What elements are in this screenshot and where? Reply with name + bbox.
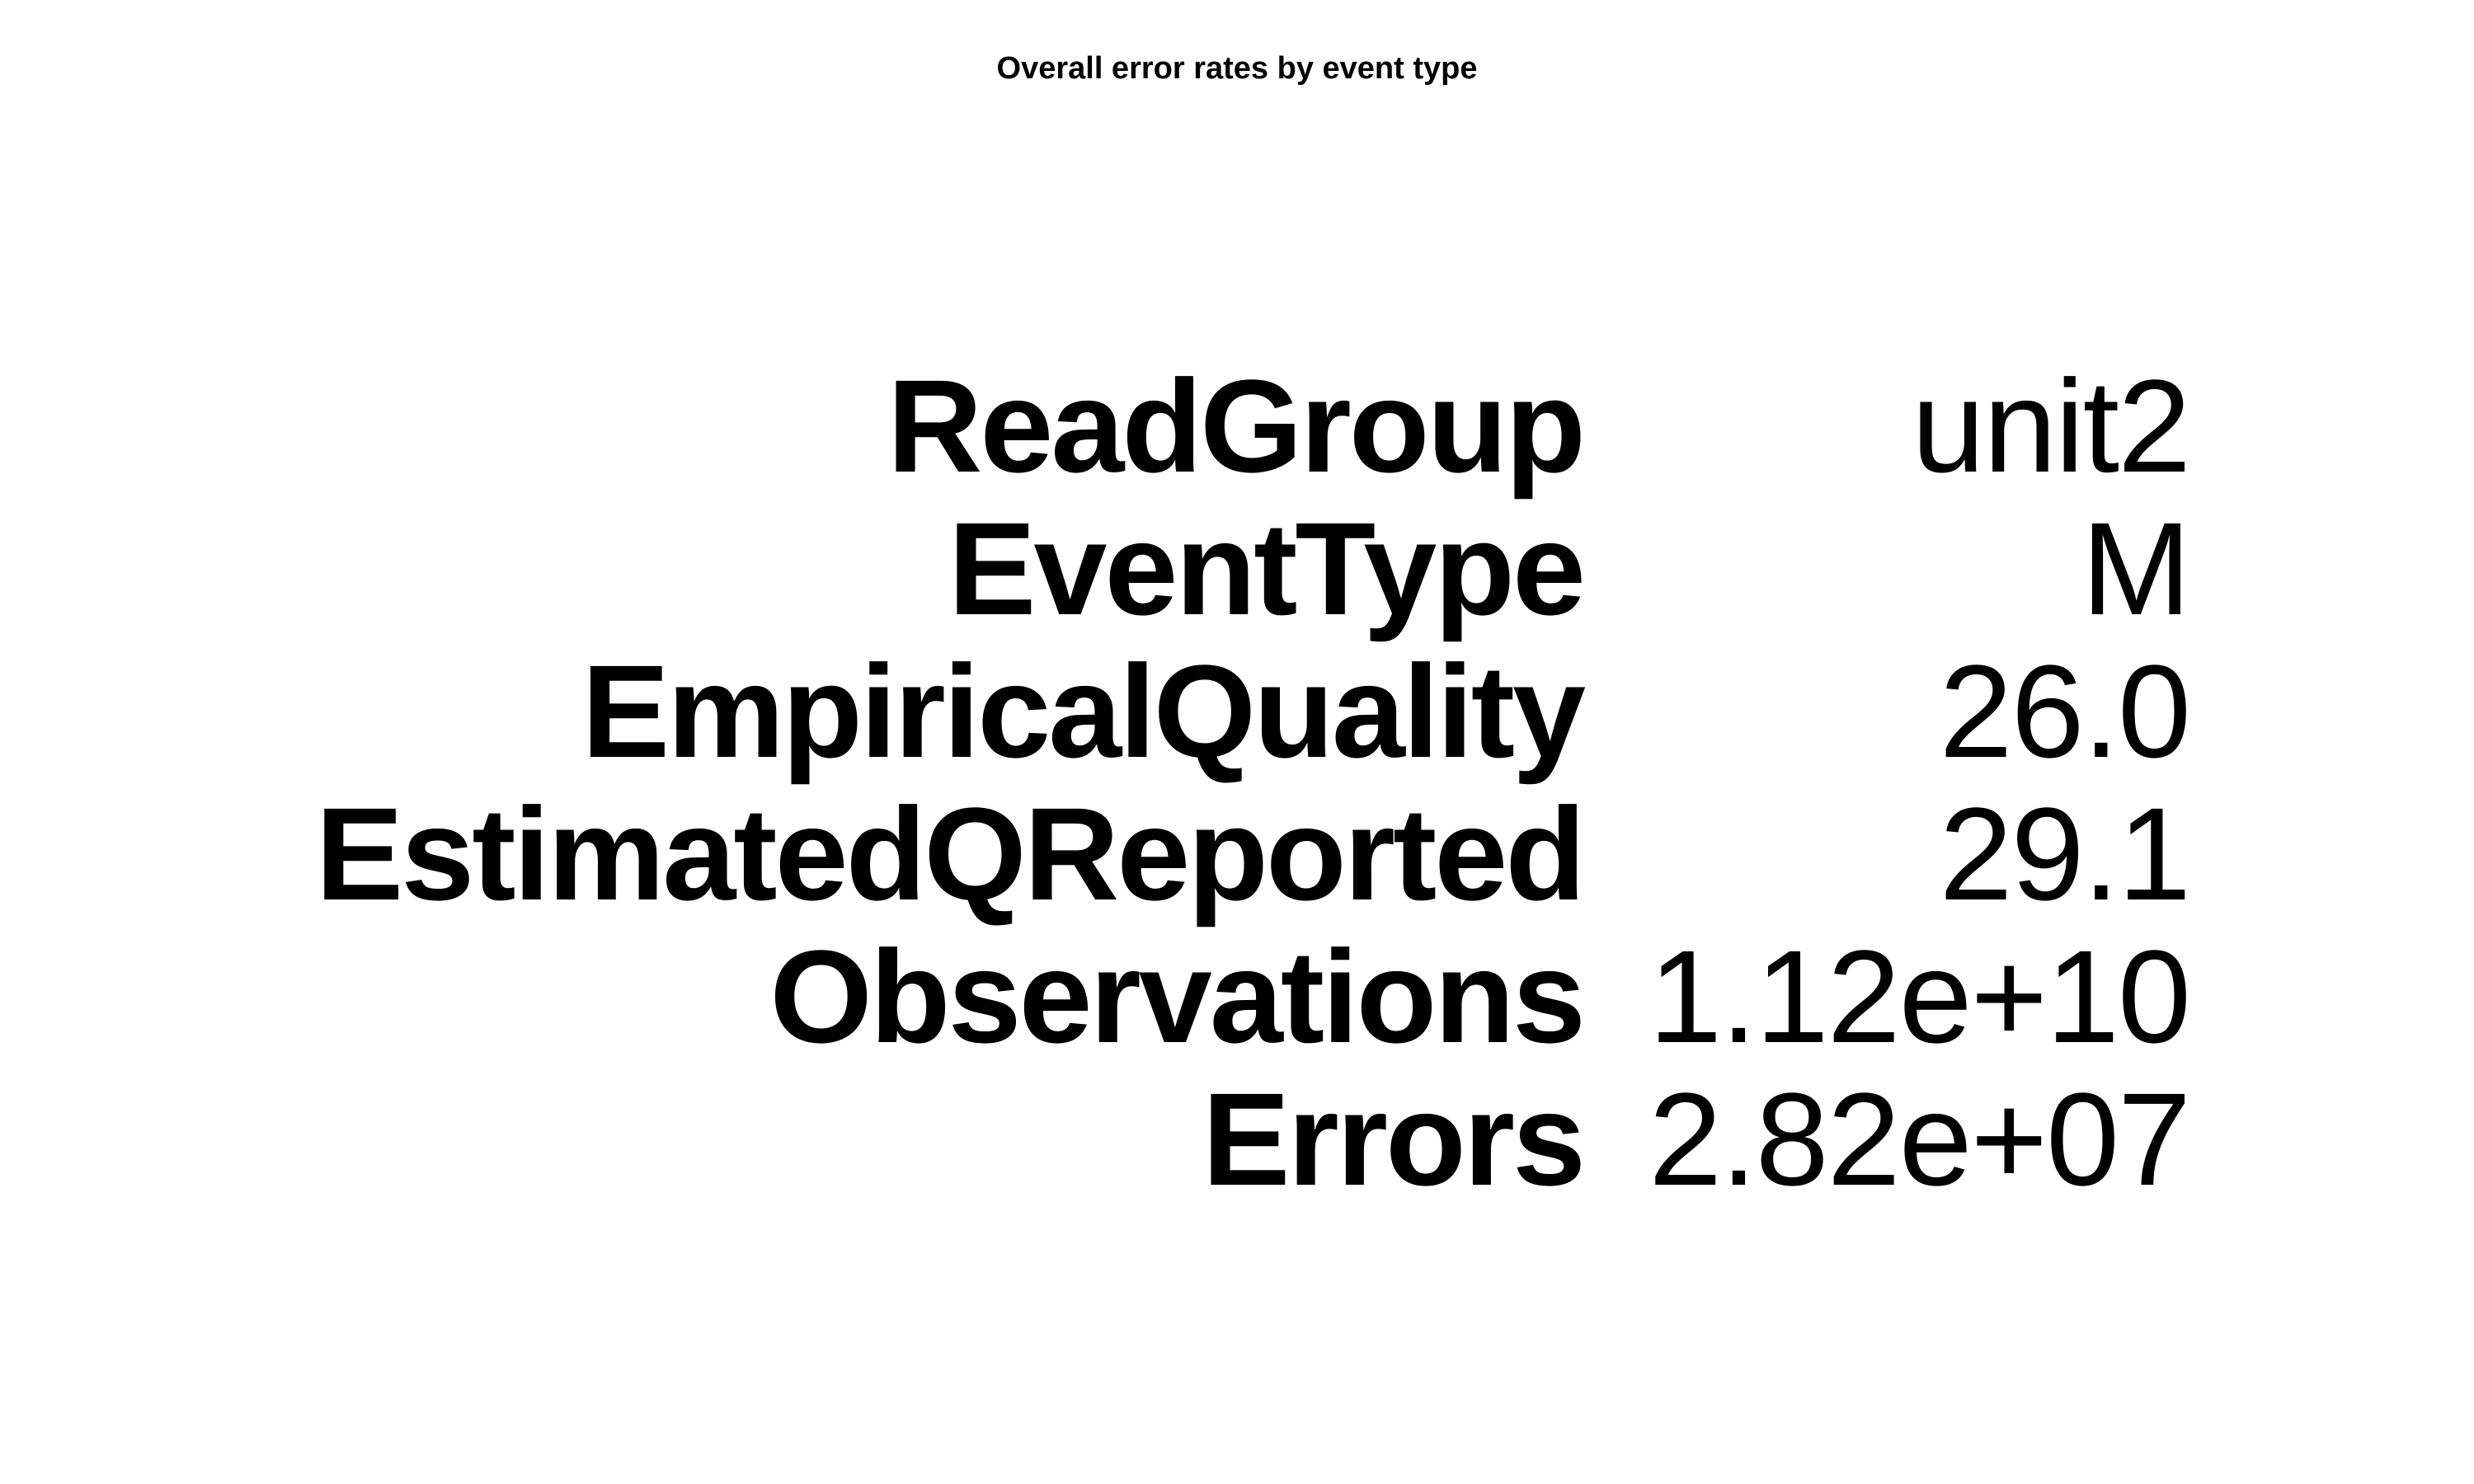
table-row-eventtype: EventType M [0, 497, 2474, 640]
row-label: Observations [769, 923, 1586, 1070]
table-row-estimatedqreported: EstimatedQReported 29.1 [0, 782, 2474, 925]
row-label: ReadGroup [887, 352, 1586, 500]
row-value: M [2081, 495, 2191, 642]
table-row-observations: Observations 1.12e+10 [0, 925, 2474, 1068]
row-label: EstimatedQReported [315, 780, 1586, 928]
table-row-empiricalquality: EmpiricalQuality 26.0 [0, 640, 2474, 782]
row-label: EmpiricalQuality [581, 637, 1586, 785]
table-row-readgroup: ReadGroup unit2 [0, 355, 2474, 497]
row-label: Errors [1202, 1065, 1586, 1213]
row-value: 1.12e+10 [1649, 923, 2191, 1070]
table-row-errors: Errors 2.82e+07 [0, 1068, 2474, 1210]
row-value: 29.1 [1939, 780, 2191, 928]
row-value: 2.82e+07 [1649, 1065, 2191, 1213]
row-label: EventType [948, 495, 1586, 642]
row-value: unit2 [1912, 352, 2191, 500]
chart-title: Overall error rates by event type [996, 51, 1478, 86]
summary-table: ReadGroup unit2 EventType M EmpiricalQua… [0, 355, 2474, 1210]
row-value: 26.0 [1939, 637, 2191, 785]
